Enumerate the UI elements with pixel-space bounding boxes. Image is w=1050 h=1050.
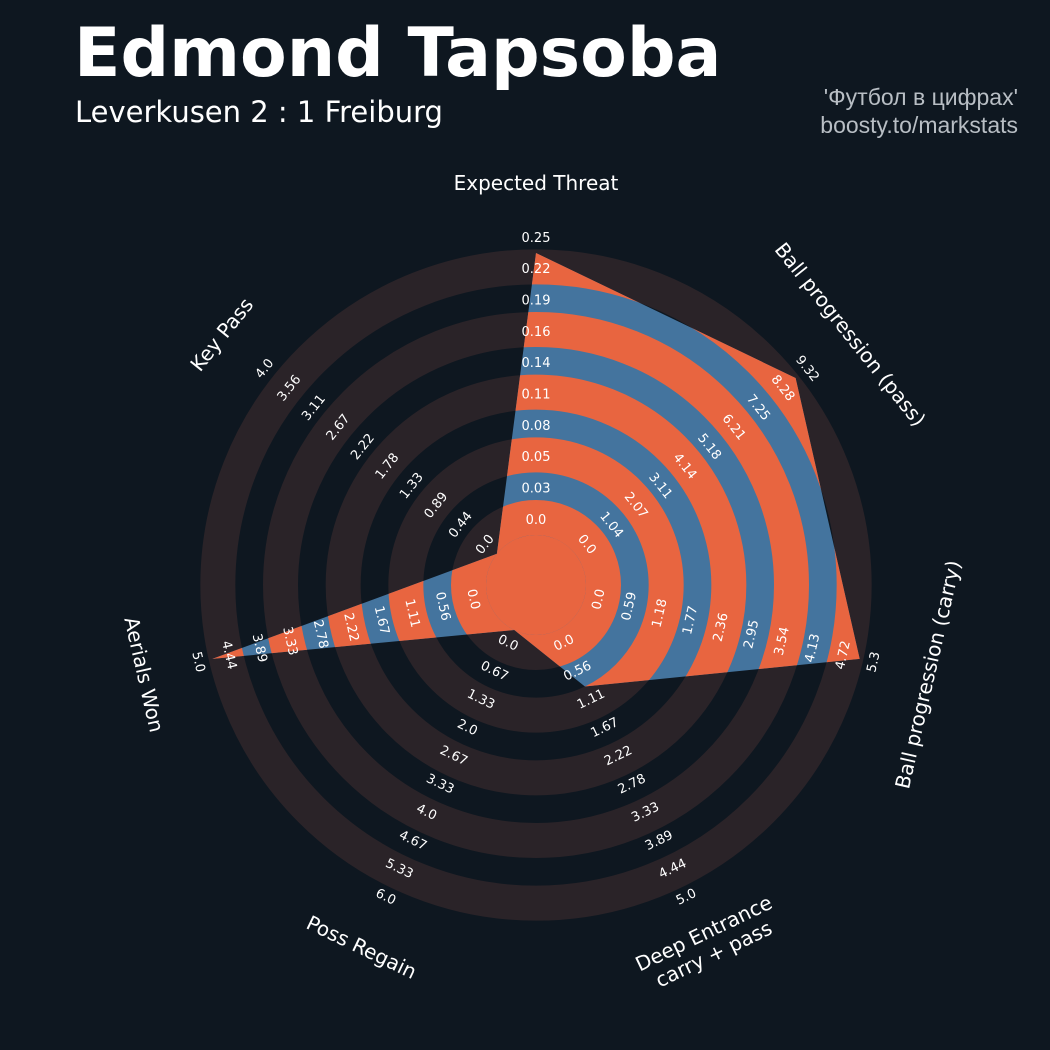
param-label-line: Aerials Won xyxy=(119,615,169,735)
tick-label: 0.03 xyxy=(522,482,551,497)
param-label: Aerials Won xyxy=(119,615,169,735)
tick-label: 5.0 xyxy=(674,886,699,908)
tick-label: 0.08 xyxy=(522,419,551,434)
param-label-line: Ball progression (carry) xyxy=(890,558,965,791)
tick-label: 0.11 xyxy=(522,388,551,403)
param-label: Ball progression (carry) xyxy=(890,558,965,791)
tick-label: 2.36 xyxy=(711,612,732,644)
param-label: Poss Regain xyxy=(303,911,421,984)
tick-label: 0.59 xyxy=(619,591,640,623)
tick-label: 2.95 xyxy=(741,619,762,651)
tick-label: 3.89 xyxy=(249,632,270,664)
tick-label: 1.67 xyxy=(371,605,392,637)
tick-label: 6.0 xyxy=(373,886,398,908)
param-label-line: Poss Regain xyxy=(303,911,421,984)
tick-label: 0.25 xyxy=(522,231,551,246)
param-label-line: Expected Threat xyxy=(454,171,619,195)
tick-label: 0.14 xyxy=(522,356,551,371)
tick-label: 4.72 xyxy=(833,639,854,671)
tick-label: 0.19 xyxy=(522,294,551,309)
player-name: Edmond Tapsoba xyxy=(74,14,722,93)
tick-label: 1.11 xyxy=(401,598,422,630)
tick-label: 2.0 xyxy=(455,717,480,739)
tick-label: 0.56 xyxy=(432,591,453,623)
credit-brand: 'Футбол в цифрах' xyxy=(823,84,1018,110)
match-score: Leverkusen 2 : 1 Freiburg xyxy=(75,95,443,129)
param-label-line: Key Pass xyxy=(185,293,258,376)
param-label: Expected Threat xyxy=(454,171,619,195)
tick-label: 3.54 xyxy=(772,625,793,657)
tick-label: 5.3 xyxy=(864,650,883,674)
center-disc-top xyxy=(486,535,586,635)
tick-label: 5.0 xyxy=(188,650,207,674)
tick-label: 3.33 xyxy=(279,625,300,657)
tick-label: 0.22 xyxy=(522,262,551,277)
credit-url: boosty.to/markstats xyxy=(820,112,1018,138)
tick-label: 0.0 xyxy=(589,588,608,612)
tick-label: 2.78 xyxy=(310,619,331,651)
tick-label: 0.0 xyxy=(526,513,547,528)
tick-label: 4.44 xyxy=(218,639,239,671)
param-label: Key Pass xyxy=(185,293,258,376)
tick-label: 0.05 xyxy=(522,450,551,465)
tick-label: 2.22 xyxy=(340,612,361,644)
tick-label: 1.18 xyxy=(650,598,671,630)
tick-label: 4.13 xyxy=(802,632,823,664)
tick-label: 1.77 xyxy=(680,605,701,637)
tick-label: 0.0 xyxy=(463,588,482,612)
tick-label: 0.16 xyxy=(522,325,551,340)
